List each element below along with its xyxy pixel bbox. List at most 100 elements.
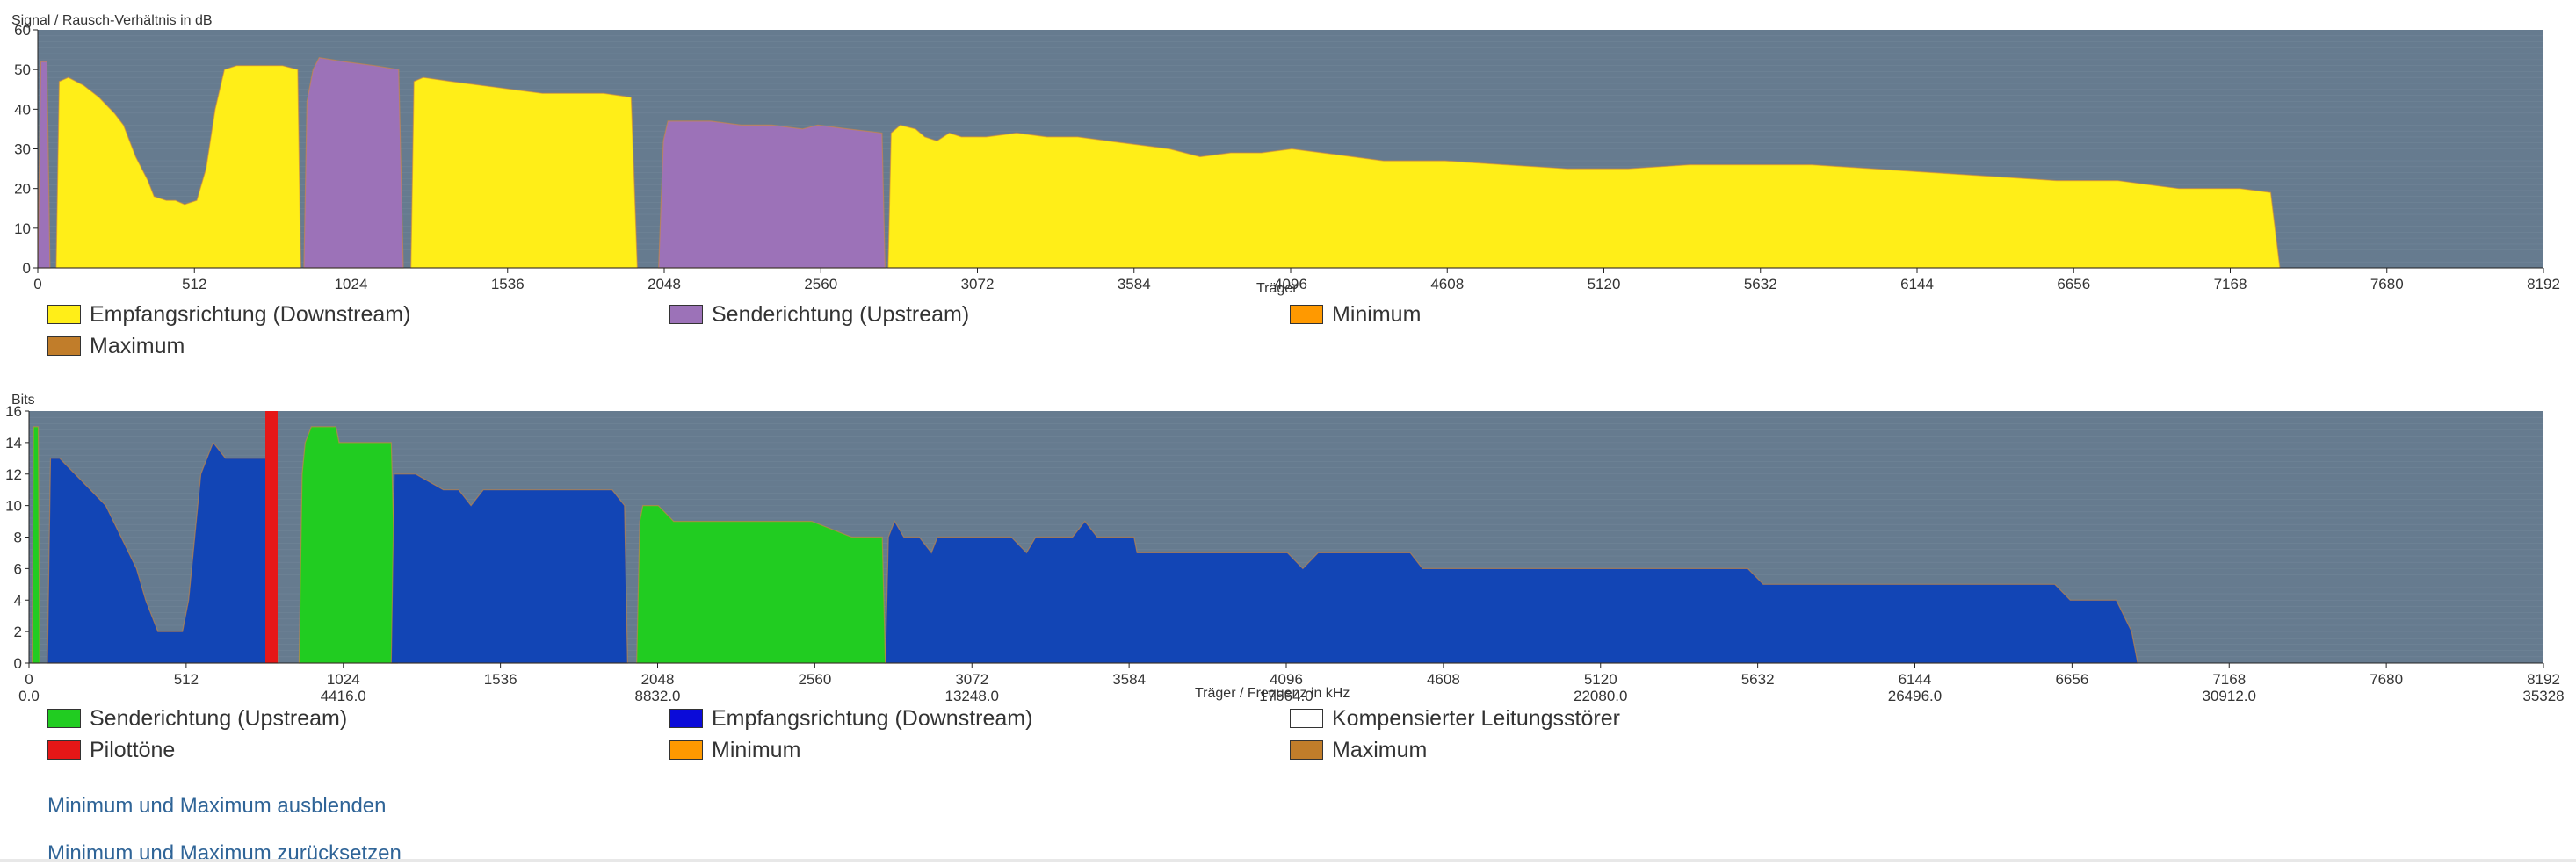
bits-x-tick-label: 6656	[2055, 671, 2088, 688]
bits-x-tick-label: 1536	[484, 671, 517, 688]
snr-legend-swatch-upstream	[669, 305, 703, 324]
bits-legend-swatch-pilot	[47, 740, 81, 760]
bits-pilot-tone	[265, 411, 278, 663]
bits-series-0-area-0	[31, 426, 40, 664]
bits-legend-swatch-upstream	[47, 709, 81, 728]
snr-x-tick-label: 3584	[1118, 276, 1151, 292]
snr-legend-upstream[interactable]: Senderichtung (Upstream)	[669, 299, 1290, 330]
snr-series-0-area-1	[303, 56, 404, 269]
hide-minmax-link[interactable]: Minimum und Maximum ausblenden	[47, 794, 387, 818]
snr-legend-label: Empfangsrichtung (Downstream)	[90, 301, 411, 327]
bits-x-axis-title: Träger / Frequenz in kHz	[1195, 686, 1350, 701]
bits-x-tick-label: 0	[25, 671, 33, 688]
bits-series-0-area-2	[636, 505, 886, 664]
bits-y-tick-label: 0	[14, 655, 22, 672]
snr-x-tick-label: 7168	[2214, 276, 2247, 292]
bits-x-tick-label: 2560	[798, 671, 831, 688]
snr-x-tick-label: 2048	[648, 276, 681, 292]
snr-legend-maximum[interactable]: Maximum	[47, 330, 669, 362]
bits-y-tick-label: 6	[14, 560, 22, 577]
bits-legend-maximum[interactable]: Maximum	[1290, 734, 1817, 766]
bits-legend-swatch-minimum	[669, 740, 703, 760]
bits-series-0-area-1	[298, 426, 398, 664]
snr-series-1-area-2	[887, 124, 2281, 269]
snr-x-tick-label: 5632	[1744, 276, 1777, 292]
bits-series-1-area-1	[390, 473, 628, 664]
bits-freq-tick-label: 30912.0	[2203, 688, 2256, 704]
bits-x-tick-label: 7680	[2370, 671, 2403, 688]
snr-x-tick-label: 4608	[1430, 276, 1464, 292]
snr-legend-minimum[interactable]: Minimum	[1290, 299, 1817, 330]
bits-freq-tick-label: 17664.0	[1259, 688, 1313, 704]
bits-legend-label: Minimum	[712, 737, 801, 762]
bits-x-tick-label: 5632	[1741, 671, 1775, 688]
snr-legend-swatch-minimum	[1290, 305, 1323, 324]
bits-legend-downstream[interactable]: Empfangsrichtung (Downstream)	[669, 703, 1290, 734]
snr-x-tick-label: 3072	[961, 276, 995, 292]
bits-x-tick-label: 8192	[2527, 671, 2560, 688]
snr-x-tick-label: 4096	[1274, 276, 1307, 292]
bits-x-tick-label: 3584	[1112, 671, 1146, 688]
snr-chart: 0 512 1024 1536 2048 2560 3072 3584 4096 4608 5120…	[14, 22, 2560, 292]
snr-y-tick-label: 50	[14, 61, 31, 78]
snr-legend-label: Minimum	[1332, 301, 1422, 327]
bits-legend-label: Maximum	[1332, 737, 1428, 762]
bits-x-tick-label: 1024	[327, 671, 360, 688]
snr-x-tick-label: 1536	[491, 276, 525, 292]
bits-y-tick-label: 2	[14, 624, 22, 640]
snr-series-1-area-1	[410, 76, 639, 269]
bits-legend-pilot[interactable]: Pilottöne	[47, 734, 669, 766]
snr-legend-swatch-maximum	[47, 336, 81, 356]
bits-y-axis-title: Bits	[11, 393, 35, 408]
bits-freq-tick-label: 4416.0	[321, 688, 366, 704]
bits-x-tick-label: 3072	[955, 671, 988, 688]
snr-y-tick-label: 40	[14, 101, 31, 118]
bits-legend-label: Empfangsrichtung (Downstream)	[712, 705, 1033, 731]
reset-minmax-link[interactable]: Minimum und Maximum zurücksetzen	[47, 841, 402, 865]
bits-legend-swatch-compensated	[1290, 709, 1323, 728]
snr-x-tick-label: 7680	[2370, 276, 2404, 292]
bottom-divider	[0, 859, 2576, 862]
bits-y-tick-label: 16	[5, 403, 22, 420]
snr-x-axis-title: Träger	[1256, 281, 1298, 296]
bits-legend-compensated[interactable]: Kompensierter Leitungsstörer	[1290, 703, 1817, 734]
snr-legend-label: Maximum	[90, 333, 185, 358]
snr-y-tick-label: 30	[14, 141, 31, 158]
snr-legend: Empfangsrichtung (Downstream) Sendericht…	[47, 299, 1980, 362]
snr-series-0-area-2	[658, 120, 886, 269]
snr-legend-downstream[interactable]: Empfangsrichtung (Downstream)	[47, 299, 669, 330]
bits-x-tick-label: 5120	[1584, 671, 1617, 688]
bits-freq-tick-label: 8832.0	[635, 688, 681, 704]
bits-legend-label: Senderichtung (Upstream)	[90, 705, 348, 731]
bits-y-tick-label: 10	[5, 498, 22, 515]
snr-x-tick-label: 6656	[2057, 276, 2090, 292]
snr-x-tick-label: 5120	[1588, 276, 1621, 292]
bits-x-tick-label: 7168	[2212, 671, 2246, 688]
snr-x-tick-label: 2560	[804, 276, 837, 292]
snr-series-1-area-0	[55, 65, 302, 269]
bits-legend-label: Pilottöne	[90, 737, 176, 762]
snr-y-tick-label: 0	[23, 260, 31, 277]
snr-y-axis-title: Signal / Rausch-Verhältnis in dB	[11, 13, 213, 28]
bits-x-tick-label: 4608	[1427, 671, 1460, 688]
bits-legend-swatch-maximum	[1290, 740, 1323, 760]
bits-legend-minimum[interactable]: Minimum	[669, 734, 1290, 766]
bits-x-tick-label: 6144	[1899, 671, 1932, 688]
snr-x-tick-label: 0	[33, 276, 41, 292]
bits-legend: Senderichtung (Upstream) Empfangsrichtun…	[47, 703, 1980, 766]
bits-series-1-area-0	[47, 441, 279, 664]
bits-x-tick-label: 2048	[641, 671, 675, 688]
bits-y-tick-label: 14	[5, 435, 22, 451]
bits-freq-tick-label: 35328	[2522, 688, 2564, 704]
snr-y-tick-label: 10	[14, 220, 31, 237]
snr-y-tick-label: 20	[14, 181, 31, 198]
bits-legend-upstream[interactable]: Senderichtung (Upstream)	[47, 703, 669, 734]
snr-x-tick-label: 6144	[1900, 276, 1934, 292]
bits-y-tick-label: 8	[14, 530, 22, 546]
bits-freq-tick-label: 22080.0	[1574, 688, 1627, 704]
bits-y-tick-label: 4	[14, 592, 22, 609]
snr-x-tick-label: 8192	[2527, 276, 2560, 292]
bits-x-tick-label: 512	[174, 671, 199, 688]
bits-freq-tick-label: 13248.0	[945, 688, 999, 704]
bits-x-tick-label: 4096	[1270, 671, 1303, 688]
